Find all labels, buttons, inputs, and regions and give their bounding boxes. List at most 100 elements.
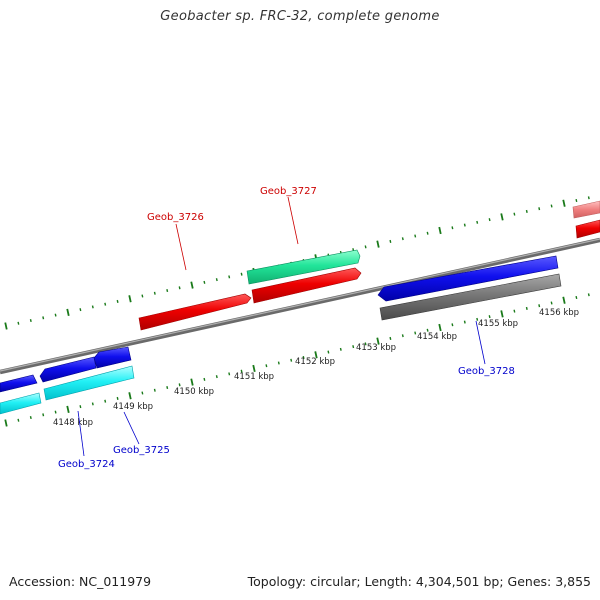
major-tick xyxy=(438,323,442,332)
minor-tick xyxy=(91,305,94,309)
minor-tick xyxy=(463,223,466,227)
minor-tick xyxy=(79,308,82,312)
major-tick xyxy=(128,392,132,400)
minor-tick xyxy=(116,299,119,303)
gene-geob-3727[interactable] xyxy=(246,249,361,285)
scale-label-4149: 4149 kbp xyxy=(113,402,153,412)
genome-summary-text: Topology: circular; Length: 4,304,501 bp… xyxy=(247,574,591,589)
minor-tick xyxy=(488,315,491,319)
minor-tick xyxy=(463,320,466,324)
scale-label-4155: 4155 kbp xyxy=(478,319,518,329)
minor-tick xyxy=(240,272,243,276)
genome-backbone xyxy=(0,237,600,375)
minor-tick xyxy=(29,319,32,323)
inner-tick-track xyxy=(4,293,590,427)
major-tick xyxy=(4,419,8,427)
minor-tick xyxy=(116,396,119,400)
gene-label-geob-3726[interactable]: Geob_3726 xyxy=(147,212,204,223)
minor-tick xyxy=(203,280,206,284)
minor-tick xyxy=(17,321,20,325)
minor-tick xyxy=(141,294,144,298)
gene-labels: Geob_3726 Geob_3727 Geob_3728 Geob_3724 … xyxy=(58,186,515,470)
minor-tick xyxy=(426,328,429,332)
minor-tick xyxy=(513,309,516,313)
gene-geob-3726-adjacent[interactable] xyxy=(251,267,362,304)
minor-tick xyxy=(215,375,218,379)
major-tick xyxy=(314,351,318,359)
major-tick xyxy=(376,337,380,345)
minor-tick xyxy=(42,316,45,320)
minor-tick xyxy=(54,410,57,414)
scale-label-4148: 4148 kbp xyxy=(53,418,93,428)
minor-tick xyxy=(488,218,491,222)
minor-tick xyxy=(290,358,293,362)
minor-tick xyxy=(153,291,156,295)
major-tick xyxy=(562,199,566,207)
minor-tick xyxy=(575,198,578,203)
gene-geob-3724[interactable] xyxy=(39,356,97,383)
minor-tick xyxy=(240,369,243,373)
minor-tick xyxy=(451,226,454,230)
scale-labels: 4148 kbp 4149 kbp 4150 kbp 4151 kbp 4152… xyxy=(53,308,579,428)
minor-tick xyxy=(302,356,305,360)
minor-tick xyxy=(339,347,342,351)
gene-label-geob-3725[interactable]: Geob_3725 xyxy=(113,445,170,456)
accession-text: Accession: NC_011979 xyxy=(9,574,152,589)
minor-tick xyxy=(426,231,429,235)
minor-tick xyxy=(265,364,268,368)
scale-label-4151: 4151 kbp xyxy=(234,372,274,382)
gene-geob-3725[interactable] xyxy=(43,365,135,401)
major-tick xyxy=(376,240,380,248)
major-tick xyxy=(562,296,566,304)
minor-tick xyxy=(414,331,417,335)
minor-tick xyxy=(538,207,541,211)
minor-tick xyxy=(476,317,479,321)
leader-geob-3727 xyxy=(287,196,299,245)
minor-tick xyxy=(513,212,516,216)
minor-tick xyxy=(538,304,541,308)
gene-offscreen-right-1[interactable] xyxy=(572,200,600,219)
minor-tick xyxy=(451,323,454,327)
gene-label-geob-3724[interactable]: Geob_3724 xyxy=(58,459,115,470)
scale-label-4152: 4152 kbp xyxy=(295,357,335,367)
minor-tick xyxy=(79,405,82,409)
gene-geob-3728-partner[interactable] xyxy=(379,273,562,321)
gene-geob-3724-left[interactable] xyxy=(0,374,38,393)
gene-label-geob-3728[interactable]: Geob_3728 xyxy=(458,366,515,377)
minor-tick xyxy=(166,289,169,293)
minor-tick xyxy=(203,377,206,381)
minor-tick xyxy=(178,286,181,290)
reverse-strand-genes xyxy=(0,255,562,415)
minor-tick xyxy=(587,293,590,297)
gene-cyan-left[interactable] xyxy=(0,392,42,415)
major-tick xyxy=(252,364,256,373)
minor-tick xyxy=(104,399,107,403)
minor-tick xyxy=(525,306,528,310)
minor-tick xyxy=(352,345,355,349)
leader-geob-3725 xyxy=(123,411,140,445)
scale-label-4150: 4150 kbp xyxy=(174,387,214,397)
minor-tick xyxy=(153,388,156,392)
minor-tick xyxy=(364,245,367,249)
minor-tick xyxy=(17,418,20,422)
minor-tick xyxy=(525,209,528,213)
minor-tick xyxy=(91,402,94,406)
major-tick xyxy=(500,310,504,318)
major-tick xyxy=(500,213,504,221)
major-tick xyxy=(66,405,70,413)
gene-label-geob-3727[interactable]: Geob_3727 xyxy=(260,186,317,197)
scale-label-4153: 4153 kbp xyxy=(356,343,396,353)
gene-geob-3728[interactable] xyxy=(377,255,559,302)
major-tick xyxy=(4,322,8,330)
page-title: Geobacter sp. FRC-32, complete genome xyxy=(160,9,440,24)
major-tick xyxy=(128,295,132,303)
minor-tick xyxy=(215,278,218,282)
minor-tick xyxy=(228,372,231,376)
minor-tick xyxy=(141,391,144,395)
leader-geob-3728 xyxy=(475,320,486,365)
major-tick xyxy=(190,378,194,386)
minor-tick xyxy=(54,313,57,317)
gene-offscreen-right-2[interactable] xyxy=(575,219,600,239)
gene-geob-3726[interactable] xyxy=(138,293,252,331)
gene-geob-3725-blue[interactable] xyxy=(93,346,132,369)
